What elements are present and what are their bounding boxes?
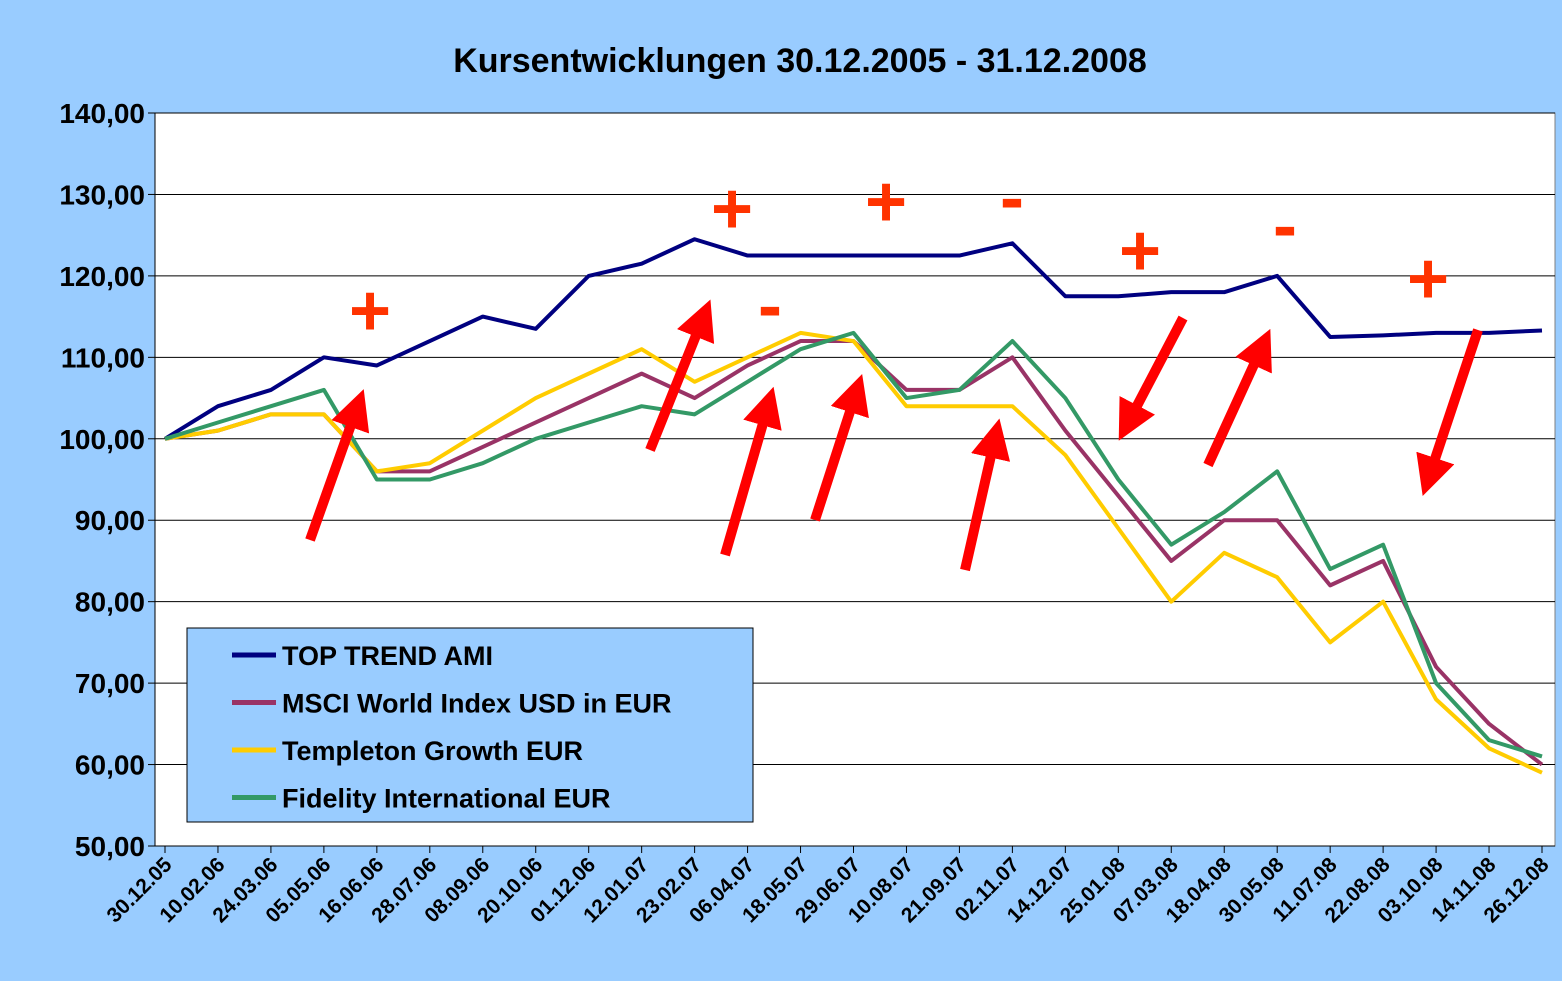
- arrow: [1118, 315, 1188, 441]
- y-tick-label: 50,00: [75, 831, 145, 862]
- y-tick-label: 120,00: [59, 261, 145, 292]
- legend-label: Templeton Growth EUR: [282, 736, 583, 766]
- annotation: -: [758, 266, 782, 346]
- legend-label: MSCI World Index USD in EUR: [282, 689, 672, 719]
- arrow: [645, 299, 715, 452]
- y-tick-label: 100,00: [59, 424, 145, 455]
- series-line: [164, 330, 1543, 775]
- annotation: +: [1407, 239, 1449, 319]
- arrow: [960, 418, 1011, 572]
- chart-title: Kursentwicklungen 30.12.2005 - 31.12.200…: [453, 42, 1147, 80]
- y-tick-label: 130,00: [59, 179, 145, 210]
- y-tick-label: 70,00: [75, 668, 145, 699]
- arrow: [305, 389, 370, 542]
- legend: TOP TREND AMI MSCI World Index USD in EUR…: [186, 627, 754, 823]
- y-tick-label: 140,00: [59, 98, 145, 129]
- annotation: +: [711, 169, 753, 249]
- y-tick-label: 90,00: [75, 505, 145, 536]
- series-line: [163, 237, 1543, 441]
- legend-label: TOP TREND AMI: [282, 641, 493, 671]
- annotation: +: [1119, 211, 1161, 291]
- arrow: [1416, 328, 1483, 496]
- annotations: ++ ++ +-- -: [349, 158, 1449, 351]
- y-tick-label: 110,00: [61, 342, 145, 373]
- legend-box: [186, 627, 754, 823]
- legend-label: Fidelity International EUR: [282, 784, 611, 814]
- y-tick-label: 80,00: [75, 587, 145, 618]
- annotation: -: [1273, 186, 1297, 266]
- arrow: [1203, 328, 1272, 468]
- arrow: [720, 386, 782, 557]
- annotation: +: [865, 162, 907, 242]
- y-tick-label: 60,00: [75, 750, 145, 781]
- annotation: -: [1000, 158, 1024, 238]
- series-line: [164, 330, 1543, 759]
- arrow: [810, 373, 869, 522]
- series-lines: [163, 237, 1544, 775]
- arrows: [305, 299, 1483, 572]
- grid: [155, 112, 1555, 847]
- annotation: +: [349, 271, 391, 351]
